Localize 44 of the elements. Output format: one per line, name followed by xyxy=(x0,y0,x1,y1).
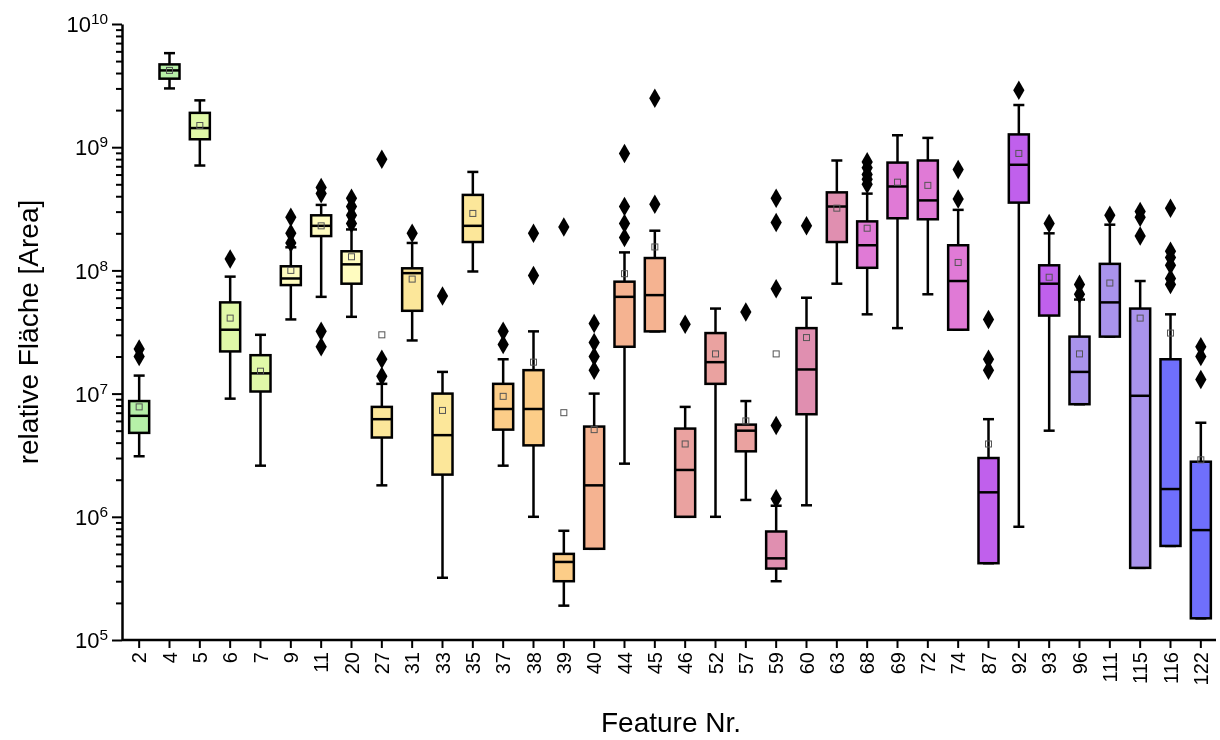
x-tick-label: 20 xyxy=(340,652,363,675)
x-tick-label: 116 xyxy=(1159,652,1182,684)
x-tick-label: 96 xyxy=(1068,652,1091,675)
y-tick-label: 10$^{7}$ xyxy=(74,379,108,407)
x-tick-label: 11 xyxy=(310,652,333,673)
y-tick-label: 10$^{10}$ xyxy=(66,9,108,38)
x-tick-label: 7 xyxy=(249,652,272,664)
x-tick-label: 69 xyxy=(886,652,909,675)
x-tick-label: 44 xyxy=(613,652,636,675)
x-tick-label: 38 xyxy=(522,652,545,675)
x-tick-label: 111 xyxy=(1098,652,1121,683)
x-tick-label: 63 xyxy=(825,652,848,675)
x-tick-label: 40 xyxy=(583,652,606,675)
y-tick-label: 10$^{9}$ xyxy=(74,132,108,161)
x-tick-label: 72 xyxy=(916,652,939,675)
x-tick-label: 115 xyxy=(1129,652,1152,684)
x-tick-label: 45 xyxy=(643,652,666,675)
x-tick-label: 31 xyxy=(401,652,424,675)
x-tick-label: 74 xyxy=(947,652,970,675)
y-tick-label: 10$^{5}$ xyxy=(74,625,108,654)
x-tick-label: 46 xyxy=(674,652,697,675)
x-tick-label: 60 xyxy=(795,652,818,675)
x-tick-label: 2 xyxy=(128,652,151,664)
x-tick-label: 122 xyxy=(1189,652,1212,686)
x-tick-label: 59 xyxy=(765,652,788,675)
x-tick-label: 87 xyxy=(977,652,1000,675)
x-tick-label: 52 xyxy=(704,652,727,675)
x-tick-label: 37 xyxy=(492,652,515,675)
x-tick-label: 35 xyxy=(461,652,484,675)
x-tick-label: 27 xyxy=(370,652,393,675)
x-tick-label: 33 xyxy=(431,652,454,675)
x-tick-label: 57 xyxy=(734,652,757,675)
y-tick-label: 10$^{8}$ xyxy=(74,256,108,284)
x-tick-label: 39 xyxy=(552,652,575,675)
x-tick-label: 4 xyxy=(158,652,181,664)
x-tick-label: 5 xyxy=(188,652,211,664)
x-tick-label: 9 xyxy=(279,652,302,664)
y-tick-label: 10$^{6}$ xyxy=(74,502,108,530)
y-axis-title: relative Fläche [Area] xyxy=(13,199,44,465)
x-tick-label: 68 xyxy=(856,652,879,675)
x-tick-label: 92 xyxy=(1007,652,1030,675)
x-tick-label: 6 xyxy=(219,652,242,664)
x-axis-title: Feature Nr. xyxy=(600,707,742,738)
x-tick-label: 93 xyxy=(1038,652,1061,675)
